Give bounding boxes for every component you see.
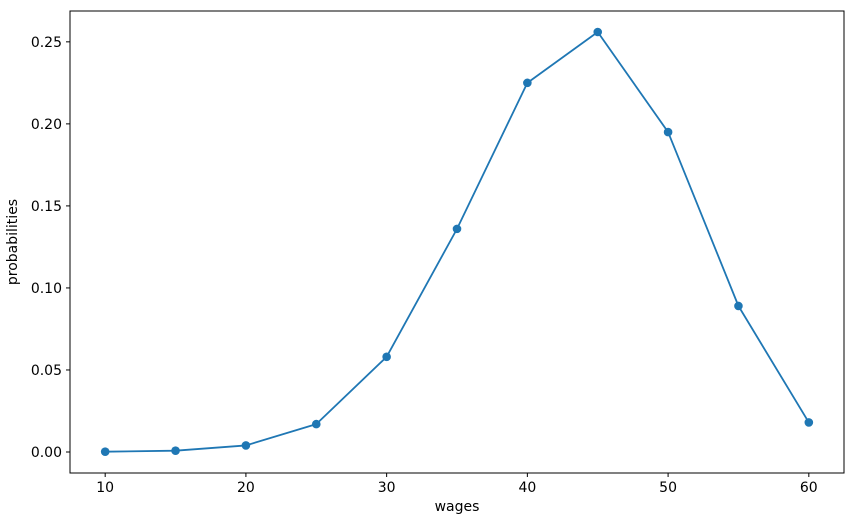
data-point-marker xyxy=(593,27,603,37)
x-tick-label: 10 xyxy=(96,480,114,496)
y-tick-label: 0.05 xyxy=(31,363,62,379)
y-tick-label: 0.15 xyxy=(31,199,62,215)
y-tick-label: 0.20 xyxy=(31,117,62,133)
x-tick-label: 40 xyxy=(518,480,536,496)
y-tick-label: 0.25 xyxy=(31,35,62,51)
axes-spines xyxy=(69,10,845,474)
y-tick-label: 0.10 xyxy=(31,281,62,297)
x-tick-label: 60 xyxy=(800,480,818,496)
x-tick-label: 50 xyxy=(659,480,677,496)
y-tick-label: 0.00 xyxy=(31,445,62,461)
y-axis-label: probabilities xyxy=(5,199,21,285)
x-tick-label: 20 xyxy=(237,480,255,496)
data-point-marker xyxy=(663,127,673,137)
data-point-marker xyxy=(311,419,321,429)
plot-area: 0.00 0.05 0.10 0.15 0.20 0.25 10 20 30 40 50 60 xyxy=(31,10,845,496)
data-point-marker xyxy=(523,78,532,88)
data-point-marker xyxy=(100,447,110,456)
data-point-marker xyxy=(452,224,462,234)
data-point-marker xyxy=(171,446,180,455)
data-point-marker xyxy=(734,301,743,311)
x-tick-label: 30 xyxy=(378,480,396,496)
data-point-marker xyxy=(241,441,251,450)
data-point-marker xyxy=(804,418,814,427)
x-axis-label: wages xyxy=(435,499,480,515)
data-point-marker xyxy=(382,352,391,362)
